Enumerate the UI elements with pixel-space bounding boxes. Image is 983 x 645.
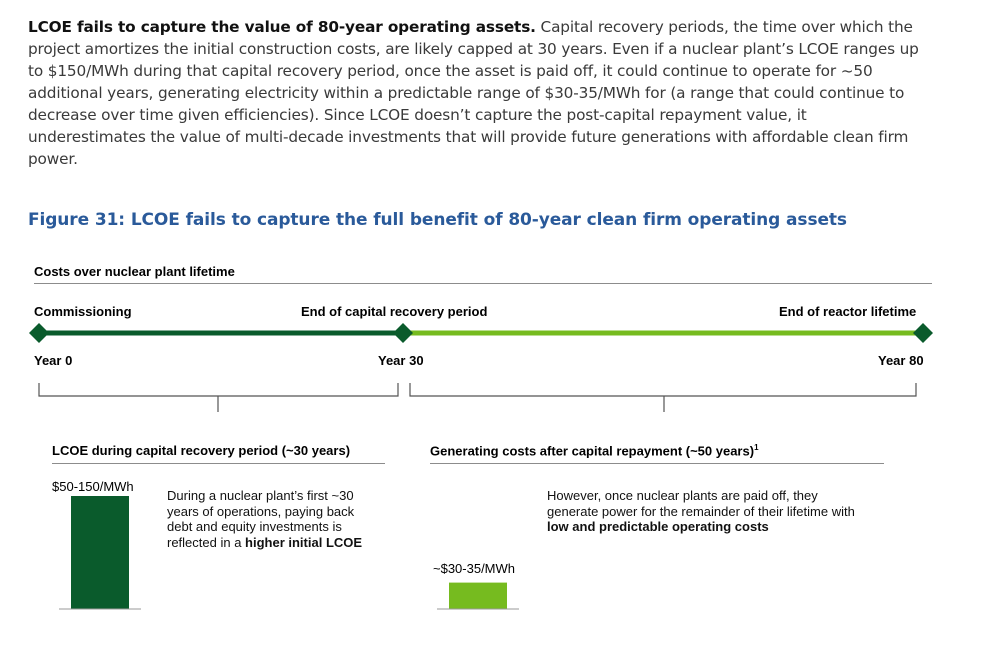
phase-title-operating: Generating costs after capital repayment… (430, 443, 759, 458)
bar-recovery-lcoe (71, 496, 129, 609)
intro-lead: LCOE fails to capture the value of 80-ye… (28, 18, 536, 36)
bar-operating-cost (449, 582, 507, 609)
desc-operating-text: However, once nuclear plants are paid of… (547, 488, 855, 519)
milestone-label-commissioning: Commissioning (34, 304, 132, 319)
year-label-30: Year 30 (378, 353, 424, 368)
desc-operating-bold: low and predictable operating costs (547, 519, 769, 534)
milestone-label-capital-recovery-end: End of capital recovery period (301, 304, 488, 319)
phase-title-operating-text: Generating costs after capital repayment… (430, 443, 755, 459)
phase-description-operating: However, once nuclear plants are paid of… (547, 488, 867, 535)
bar-label-operating: ~$30-35/MWh (433, 561, 516, 576)
milestone-marker-year-80 (913, 323, 933, 343)
brace-recovery-period (38, 383, 399, 412)
milestone-marker-year-0 (29, 323, 49, 343)
desc-recovery-bold: higher initial LCOE (245, 534, 363, 550)
phase-description-recovery: During a nuclear plant’s first ~30 years… (167, 488, 382, 550)
footnote-marker: 1 (754, 443, 759, 452)
year-label-80: Year 80 (878, 353, 924, 368)
bar-label-recovery: $50-150/MWh (52, 479, 134, 494)
section-label: Costs over nuclear plant lifetime (34, 264, 235, 279)
phase-rule-recovery (52, 463, 385, 464)
section-rule (34, 283, 932, 284)
figure-title: Figure 31: LCOE fails to capture the ful… (28, 210, 847, 230)
brace-operating-period (409, 383, 917, 412)
phase-title-recovery: LCOE during capital recovery period (~30… (52, 443, 351, 458)
milestone-marker-year-30 (393, 323, 413, 343)
year-label-0: Year 0 (34, 353, 73, 368)
desc-recovery-text: During a nuclear plant’s first ~30 years… (167, 488, 355, 550)
milestone-label-reactor-lifetime-end: End of reactor lifetime (779, 304, 917, 319)
intro-body: Capital recovery periods, the time over … (28, 18, 919, 168)
phase-rule-operating (430, 463, 884, 464)
intro-paragraph: LCOE fails to capture the value of 80-ye… (28, 16, 928, 170)
